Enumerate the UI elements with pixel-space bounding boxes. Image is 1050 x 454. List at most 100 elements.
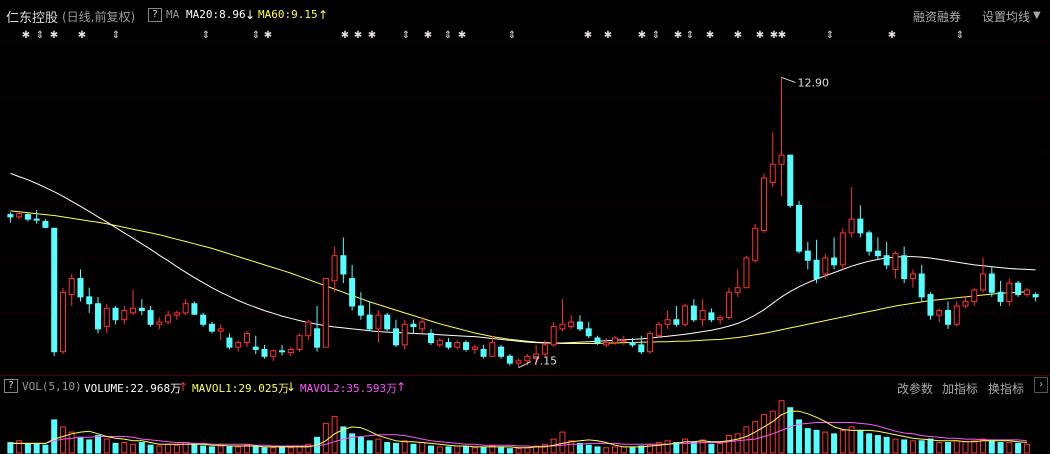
candle[interactable] [121,306,128,325]
help-icon[interactable]: ? [148,8,162,22]
volume-bar[interactable] [77,436,84,454]
volume-bar[interactable] [980,438,987,454]
candle[interactable] [655,322,662,338]
candle[interactable] [16,212,23,220]
event-marker-icon[interactable]: ✱ [604,30,612,41]
candle[interactable] [392,319,399,348]
volume-bar[interactable] [682,438,689,454]
event-marker-icon[interactable]: ⇕ [686,30,694,41]
candle[interactable] [769,132,776,188]
volume-bar[interactable] [349,433,356,454]
candle[interactable] [191,301,198,316]
volume-bar[interactable] [568,440,575,454]
candle[interactable] [366,301,373,332]
switch-indicator-button[interactable]: 换指标 [988,382,1025,396]
candle[interactable] [927,292,934,320]
candle[interactable] [813,239,820,284]
event-marker-icon[interactable]: ⇕ [826,30,834,41]
candle[interactable] [743,255,750,289]
volume-bar[interactable] [874,435,881,454]
event-marker-icon[interactable]: ⇕ [202,30,210,41]
candle[interactable] [568,315,575,329]
volume-bar[interactable] [252,445,259,454]
candle[interactable] [778,77,785,197]
volume-bar[interactable] [699,439,706,454]
candle[interactable] [375,310,382,343]
candle[interactable] [839,228,846,270]
candle[interactable] [962,296,969,309]
event-marker-icon[interactable]: ⇕ [444,30,452,41]
candle[interactable] [1023,287,1030,297]
volume-bar[interactable] [927,438,934,454]
volume-bar[interactable] [279,446,286,454]
volume-bar[interactable] [480,447,487,454]
volume-bar[interactable] [944,442,951,454]
event-marker-icon[interactable]: ✱ [22,30,30,41]
volume-bar[interactable] [804,428,811,454]
candle[interactable] [559,299,566,332]
volume-bar[interactable] [147,444,154,454]
volume-bar[interactable] [375,438,382,454]
candle[interactable] [734,269,741,297]
volume-bar[interactable] [235,446,242,454]
candle[interactable] [620,335,627,345]
volume-bar[interactable] [787,407,794,454]
candle[interactable] [445,338,452,350]
event-marker-icon[interactable]: ⇕ [112,30,120,41]
candle[interactable] [988,267,995,297]
volume-help-icon[interactable]: ? [4,379,18,393]
volume-bar[interactable] [796,419,803,454]
candle[interactable] [612,335,619,345]
volume-bar[interactable] [130,443,137,454]
candle[interactable] [489,335,496,357]
candle[interactable] [918,264,925,302]
volume-bar[interactable] [498,446,505,454]
candle[interactable] [279,344,286,356]
volume-bar[interactable] [165,443,172,454]
volume-bar[interactable] [524,447,531,454]
volume-bar[interactable] [138,442,145,454]
candle[interactable] [1015,280,1022,297]
candle[interactable] [936,308,943,322]
candle[interactable] [147,306,154,327]
volume-bar[interactable] [883,436,890,454]
volume-bar[interactable] [1006,442,1013,454]
volume-bar[interactable] [103,438,110,454]
candle[interactable] [331,246,338,293]
candle[interactable] [103,303,110,334]
candle[interactable] [112,306,119,325]
candle[interactable] [533,344,540,366]
candle[interactable] [270,349,277,361]
candle[interactable] [340,237,347,284]
volume-bar[interactable] [664,440,671,454]
volume-bar[interactable] [541,443,548,454]
volume-bar[interactable] [1015,442,1022,454]
candle[interactable] [971,287,978,306]
volume-bar[interactable] [848,426,855,454]
volume-bar[interactable] [366,440,373,454]
candle[interactable] [427,328,434,345]
candle[interactable] [287,347,294,357]
volume-bar[interactable] [752,421,759,454]
candle[interactable] [384,312,391,332]
volume-bar[interactable] [445,446,452,454]
volume-bar[interactable] [997,442,1004,454]
volume-bar[interactable] [156,445,163,454]
candle[interactable] [848,187,855,238]
volume-bar[interactable] [392,442,399,454]
candle[interactable] [515,358,522,368]
volume-bar[interactable] [506,448,513,454]
candle[interactable] [717,315,724,325]
candle[interactable] [883,242,890,270]
candle[interactable] [165,310,172,325]
candle[interactable] [173,310,180,320]
volume-bar[interactable] [594,446,601,454]
candle[interactable] [200,312,207,327]
volume-bar[interactable] [16,440,23,454]
volume-bar[interactable] [384,442,391,454]
event-marker-icon[interactable]: ✱ [424,30,432,41]
candle[interactable] [59,287,66,354]
event-marker-icon[interactable]: ⇕ [956,30,964,41]
volume-bar[interactable] [857,429,864,454]
volume-bar[interactable] [86,439,93,454]
